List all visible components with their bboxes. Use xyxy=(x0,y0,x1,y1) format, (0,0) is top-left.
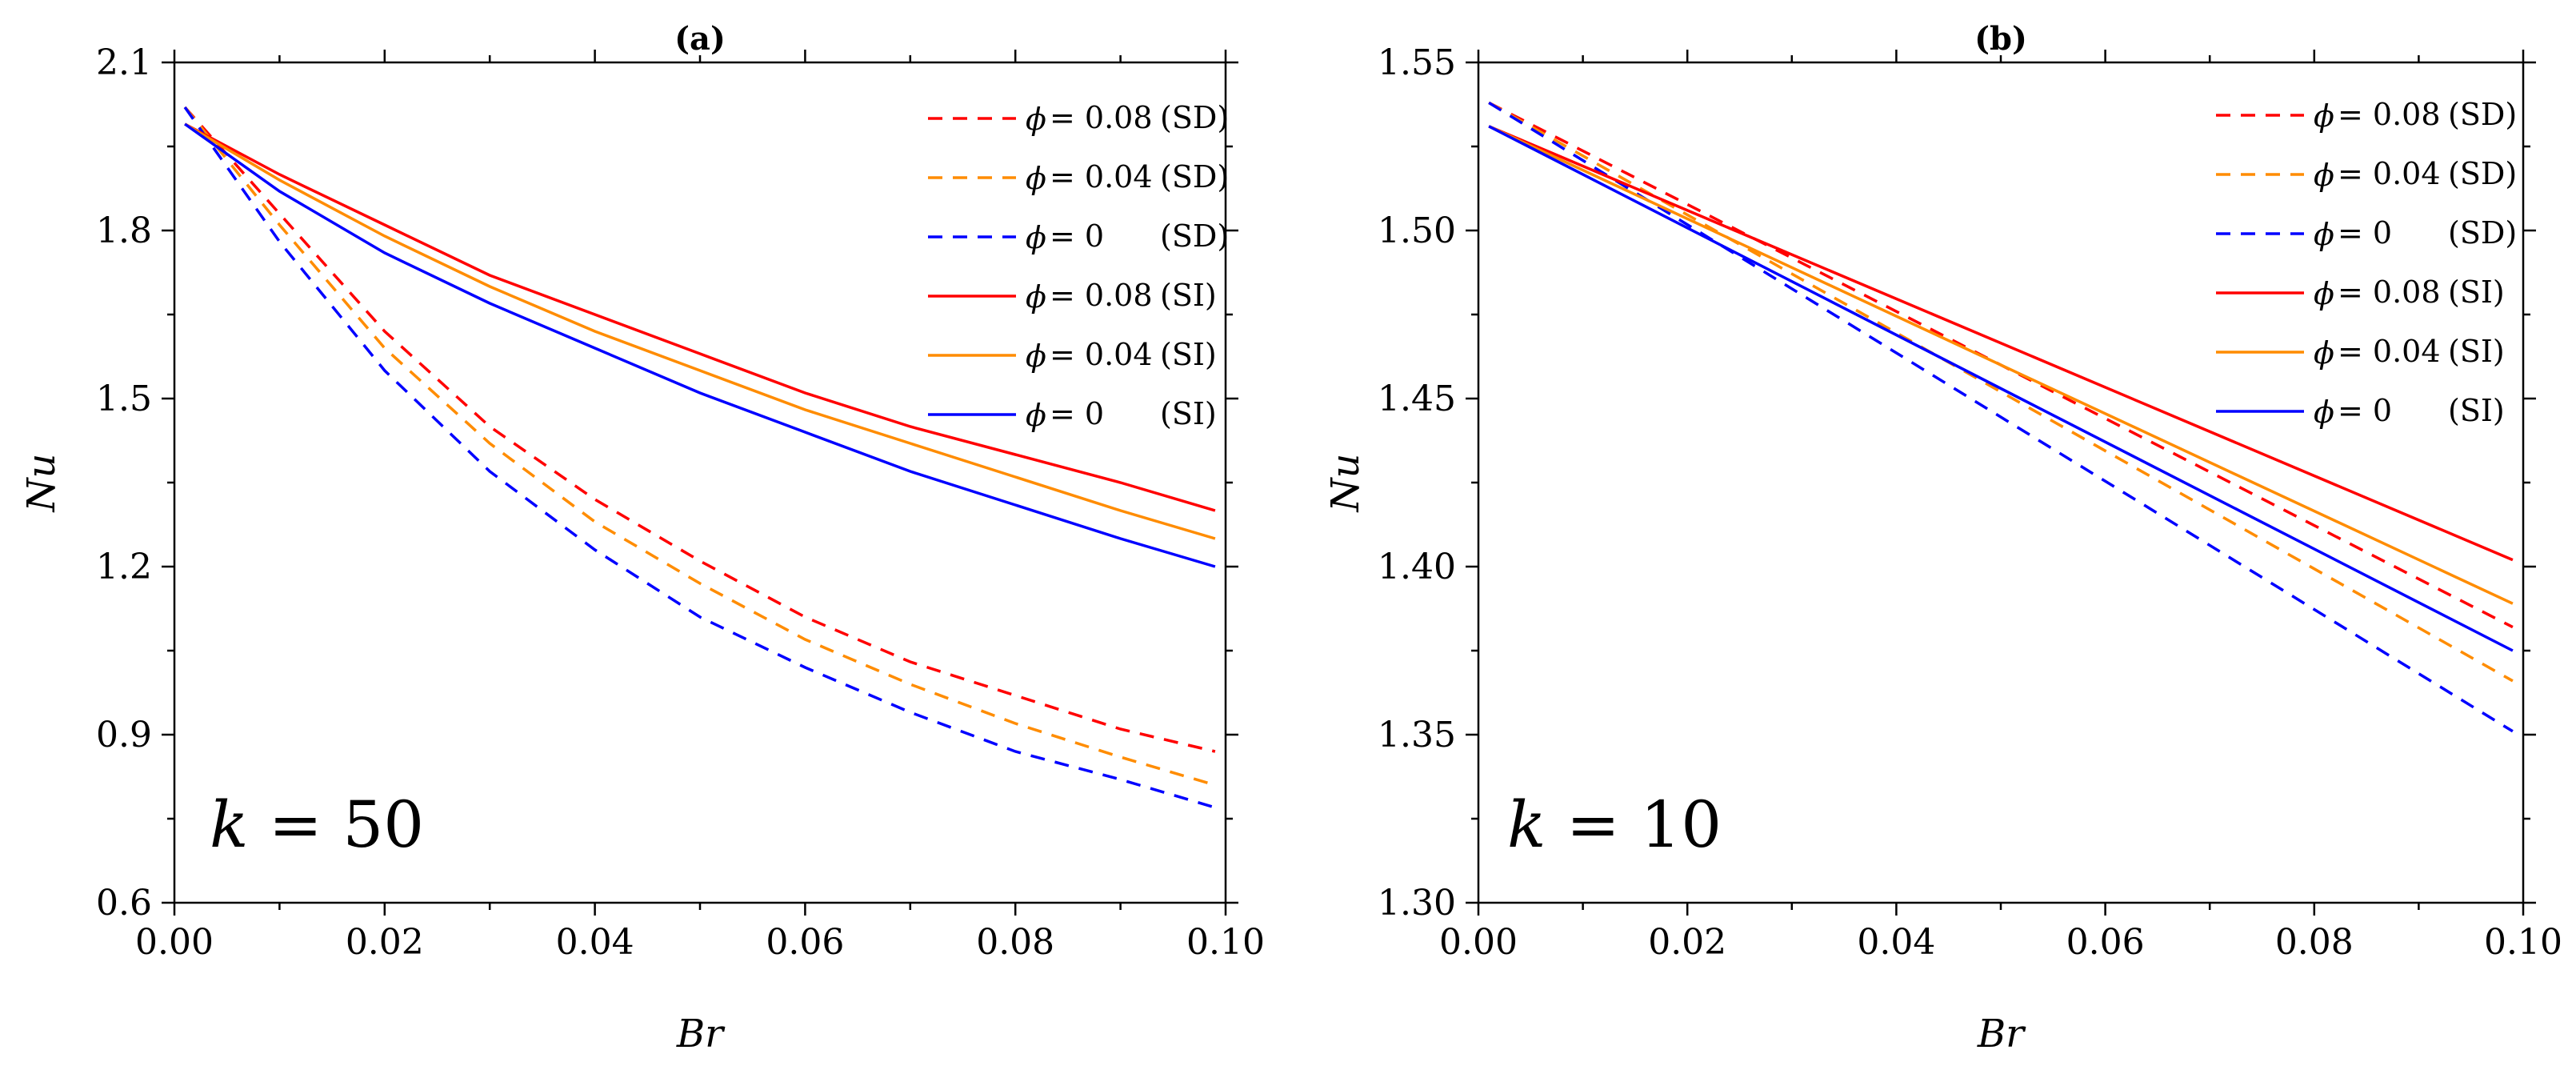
y-axis-label: Nu xyxy=(1323,454,1368,513)
panel-title: (b) xyxy=(1974,20,2027,58)
legend-phi-symbol: ϕ xyxy=(1026,279,1046,315)
k-value: = 10 xyxy=(1546,787,1722,862)
legend-tag: (SD) xyxy=(1160,218,1229,254)
y-tick-label: 1.45 xyxy=(1378,379,1456,419)
series-line-si-0-04-si- xyxy=(184,122,1216,540)
y-tick-label: 1.8 xyxy=(96,210,152,251)
legend-tag: (SD) xyxy=(1160,159,1229,194)
series-line-sd-0-sd- xyxy=(1488,101,2514,733)
y-tick-label: 1.5 xyxy=(96,379,152,419)
y-tick-label: 0.6 xyxy=(96,883,152,924)
x-tick-label: 0.08 xyxy=(976,922,1054,963)
y-tick-label: 1.40 xyxy=(1378,547,1456,587)
legend-value: = 0.08 xyxy=(1050,278,1153,313)
k-annotation: k = 10 xyxy=(1507,787,1722,862)
x-tick-label: 0.08 xyxy=(2275,922,2354,963)
series-line-si-0-04-si- xyxy=(1488,125,2514,605)
legend-tag: (SD) xyxy=(2448,97,2517,132)
legend-phi-symbol: ϕ xyxy=(1026,102,1046,137)
series-line-sd-0-sd- xyxy=(183,106,1216,809)
series-line-si-0-si- xyxy=(184,122,1216,568)
y-tick-label: 1.30 xyxy=(1378,883,1456,924)
legend-tag: (SI) xyxy=(2448,334,2505,369)
legend-phi-symbol: ϕ xyxy=(1026,161,1046,196)
x-tick-label: 0.02 xyxy=(346,922,424,963)
y-tick-label: 1.55 xyxy=(1378,42,1456,83)
legend-tag: (SD) xyxy=(2448,156,2517,191)
legend: ϕ = 0.08 (SD)ϕ = 0.04 (SD)ϕ = 0 (SD)ϕ = 0.08 (SI… xyxy=(928,100,1229,433)
series-line-sd-0-08-sd- xyxy=(183,106,1216,753)
legend-tag: (SD) xyxy=(1160,100,1229,135)
y-axis-label: Nu xyxy=(19,454,64,513)
y-tick-label: 1.50 xyxy=(1378,210,1456,251)
x-tick-label: 0.00 xyxy=(1439,922,1518,963)
y-tick-label: 1.35 xyxy=(1378,715,1456,755)
legend-tag: (SI) xyxy=(1160,396,1217,431)
chart-panel-a: 0.00 0.02 0.04 0.06 0.08 0.10 0.6 0.9 1.2 1.5 1.8 2… xyxy=(19,20,1265,1056)
series-line-sd-0-04-sd- xyxy=(183,106,1216,787)
legend-phi-symbol: ϕ xyxy=(2314,217,2334,252)
legend-phi-symbol: ϕ xyxy=(1026,220,1046,255)
legend-phi-symbol: ϕ xyxy=(2314,276,2334,311)
x-tick-label: 0.10 xyxy=(1186,922,1265,963)
legend-phi-symbol: ϕ xyxy=(1026,398,1046,433)
x-axis-label: Br xyxy=(1977,1012,2026,1056)
legend-phi-symbol: ϕ xyxy=(2314,395,2334,430)
x-tick-label: 0.10 xyxy=(2484,922,2562,963)
x-tick-label: 0.04 xyxy=(556,922,634,963)
legend-value: = 0 xyxy=(2338,215,2392,250)
legend-value: = 0.04 xyxy=(2338,156,2441,191)
legend-value: = 0.08 xyxy=(2338,275,2441,310)
series-line-si-0-08-si- xyxy=(1488,125,2514,562)
legend: ϕ = 0.08 (SD)ϕ = 0.04 (SD)ϕ = 0 (SD)ϕ = 0.08 (SI… xyxy=(2216,97,2517,430)
legend-tag: (SI) xyxy=(1160,278,1217,313)
k-variable: k xyxy=(1507,787,1546,862)
legend-tag: (SI) xyxy=(2448,393,2505,428)
legend-phi-symbol: ϕ xyxy=(2314,335,2334,371)
legend-value: = 0.04 xyxy=(1050,337,1153,372)
legend-phi-symbol: ϕ xyxy=(2314,98,2334,134)
legend-value: = 0.04 xyxy=(1050,159,1153,194)
legend-value: = 0.08 xyxy=(2338,97,2441,132)
legend-tag: (SD) xyxy=(2448,215,2517,250)
x-tick-label: 0.06 xyxy=(766,922,844,963)
legend-value: = 0.08 xyxy=(1050,100,1153,135)
legend-value: = 0 xyxy=(1050,396,1104,431)
y-tick-label: 0.9 xyxy=(96,715,152,755)
k-variable: k xyxy=(210,787,248,862)
y-tick-label: 1.2 xyxy=(96,547,152,587)
x-tick-label: 0.04 xyxy=(1857,922,1935,963)
x-tick-label: 0.00 xyxy=(135,922,214,963)
legend-value: = 0 xyxy=(2338,393,2392,428)
legend-tag: (SI) xyxy=(2448,275,2505,310)
legend-tag: (SI) xyxy=(1160,337,1217,372)
legend-value: = 0 xyxy=(1050,218,1104,254)
x-axis-label: Br xyxy=(676,1012,726,1056)
k-value: = 50 xyxy=(248,787,424,862)
panel-title: (a) xyxy=(674,20,726,58)
series-line-sd-0-04-sd- xyxy=(1488,101,2514,683)
series-line-si-0-08-si- xyxy=(184,122,1216,512)
k-annotation: k = 50 xyxy=(210,787,424,862)
legend-phi-symbol: ϕ xyxy=(1026,339,1046,374)
x-tick-label: 0.06 xyxy=(2066,922,2145,963)
y-tick-label: 2.1 xyxy=(96,42,152,83)
chart-panel-b: 0.00 0.02 0.04 0.06 0.08 0.10 1.30 1.35 1.40 1.45… xyxy=(1323,20,2562,1056)
legend-value: = 0.04 xyxy=(2338,334,2441,369)
series-line-si-0-si- xyxy=(1488,125,2514,652)
x-tick-label: 0.02 xyxy=(1648,922,1726,963)
legend-phi-symbol: ϕ xyxy=(2314,158,2334,193)
